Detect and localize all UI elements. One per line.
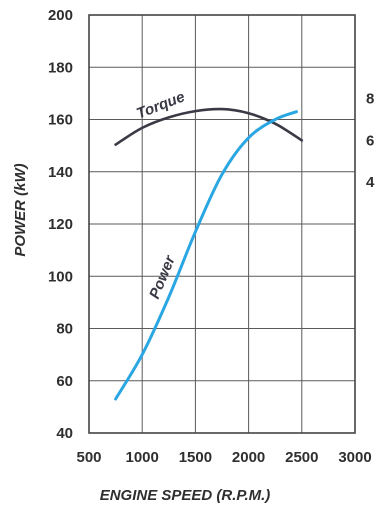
x-tick-label: 2500: [285, 449, 318, 466]
y-tick-label: 200: [48, 7, 73, 24]
y2-tick-labels: 4 6 8: [366, 91, 375, 192]
y-tick-label: 60: [56, 373, 73, 390]
y-axis-title: POWER (kW): [12, 163, 29, 256]
y-tick-label: 160: [48, 112, 73, 129]
x-tick-label: 500: [76, 449, 101, 466]
grid: [88, 14, 356, 434]
plot-frame: [88, 14, 356, 434]
y-tick-label: 100: [48, 268, 73, 285]
series-line-torque: [114, 107, 304, 146]
series-line-power: [114, 110, 298, 401]
x-tick-label: 1500: [179, 449, 212, 466]
y2-tick-label: 4: [366, 174, 375, 191]
y-tick-label: 180: [48, 59, 73, 76]
y-tick-labels: 40 60 80 100 120 140 160 180 200: [48, 7, 73, 442]
series-layer: [114, 107, 304, 401]
y-tick-label: 40: [56, 425, 73, 442]
x-tick-labels: 500 1000 1500 2000 2500 3000: [76, 449, 371, 466]
y-tick-label: 80: [56, 321, 73, 338]
y2-tick-label: 8: [366, 91, 374, 108]
x-tick-label: 2000: [232, 449, 265, 466]
y2-tick-label: 6: [366, 132, 374, 149]
y-tick-label: 120: [48, 216, 73, 233]
series-label-power: Power: [146, 252, 179, 301]
x-axis-title: ENGINE SPEED (R.P.M.): [100, 487, 271, 504]
x-tick-label: 3000: [338, 449, 371, 466]
x-tick-label: 1000: [126, 449, 159, 466]
y-tick-label: 140: [48, 164, 73, 181]
